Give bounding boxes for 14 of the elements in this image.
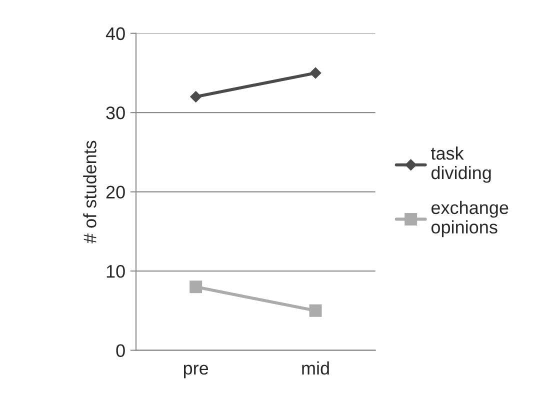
legend-label: exchange opinions bbox=[431, 200, 508, 238]
x-tick-label: mid bbox=[302, 361, 329, 375]
point bbox=[310, 67, 322, 79]
legend-label: task dividing bbox=[430, 146, 491, 183]
point bbox=[190, 280, 202, 294]
y-tick-label: 10 bbox=[106, 264, 125, 278]
y-axis-title: # of students bbox=[83, 140, 96, 244]
y-tick-label: 30 bbox=[106, 106, 125, 120]
point bbox=[190, 91, 202, 102]
x-tick-label: pre bbox=[184, 364, 208, 378]
y-tick-label: 20 bbox=[106, 186, 125, 199]
y-tick-label: 40 bbox=[106, 27, 125, 40]
point bbox=[309, 304, 322, 317]
y-tick-label: 0 bbox=[116, 344, 125, 357]
